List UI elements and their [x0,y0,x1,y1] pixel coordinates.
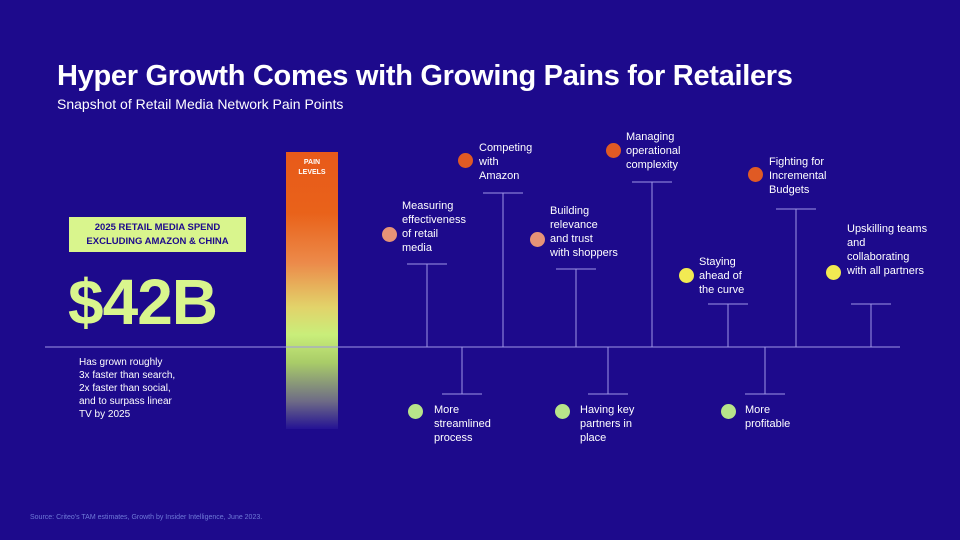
pain-point-relevance: Building relevance and trust with shoppe… [550,204,618,260]
slide-title: Hyper Growth Comes with Growing Pains fo… [57,60,793,92]
pain-dot-amazon [458,153,473,168]
pain-point-line: Amazon [479,170,520,182]
pain-levels-label: PAIN LEVELS [286,158,338,178]
pain-point-amazon: Competing with Amazon [479,141,532,183]
growth-note-line: 2x faster than social, [79,383,171,394]
pain-point-line: with all partners [847,265,925,277]
pain-levels-label-line1: PAIN [303,159,321,166]
pain-point-upskilling: Upskilling teams and collaborating with … [847,222,927,278]
pain-dot-upskilling [826,265,841,280]
growth-note-line: Has grown roughly [79,357,163,368]
pain-point-line: relevance [550,219,598,231]
spend-value: $42B [68,266,218,338]
gain-point-partners: Having key partners in place [580,403,634,445]
pain-point-line: media [402,242,432,254]
pain-point-line: and [847,237,866,249]
pain-point-budgets: Fighting for Incremental Budgets [769,155,826,197]
pain-dot-complexity [606,143,621,158]
slide-subtitle: Snapshot of Retail Media Network Pain Po… [57,96,344,112]
spend-label-box: 2025 RETAIL MEDIA SPEND EXCLUDING AMAZON… [69,217,246,252]
gain-point-profitable: More profitable [745,403,790,431]
spend-label-line1: 2025 RETAIL MEDIA SPEND [94,221,221,233]
growth-note: Has grown roughly 3x faster than search,… [79,356,219,421]
pain-dot-budgets [748,167,763,182]
pain-point-line: Budgets [769,184,810,196]
pain-point-line: the curve [699,284,745,296]
pain-point-line: with shoppers [550,247,618,259]
pain-level-gradient-bar [286,152,338,429]
pain-point-line: Fighting for [769,156,825,168]
gain-point-line: place [580,432,607,444]
pain-point-line: Competing [479,142,533,154]
gain-dot-streamlined [408,404,423,419]
pain-point-complexity: Managing operational complexity [626,130,680,172]
growth-note-line: and to surpass linear [79,396,172,407]
gain-point-line: profitable [745,418,791,430]
pain-point-line: Measuring [402,200,454,212]
pain-point-line: of retail [402,228,439,240]
gain-dot-partners [555,404,570,419]
spend-label-line2: EXCLUDING AMAZON & CHINA [86,235,229,247]
pain-point-line: complexity [626,159,678,171]
pain-dot-curve [679,268,694,283]
pain-point-line: Incremental [769,170,827,182]
gain-dot-profitable [721,404,736,419]
pain-point-line: collaborating [847,251,910,263]
gain-point-line: More [745,404,771,416]
pain-point-line: Building [550,205,590,217]
source-footnote: Source: Criteo's TAM estimates, Growth b… [30,514,263,521]
pain-point-line: effectiveness [402,214,467,226]
pain-point-line: with [479,156,499,168]
pain-point-line: ahead of [699,270,742,282]
gain-point-streamlined: More streamlined process [434,403,491,445]
pain-point-measuring: Measuring effectiveness of retail media [402,199,466,255]
pain-dot-relevance [530,232,545,247]
gain-point-line: partners in [580,418,632,430]
gain-point-line: streamlined [434,418,491,430]
pain-point-line: Managing [626,131,675,143]
pain-levels-label-line2: LEVELS [298,169,326,176]
pain-point-curve: Staying ahead of the curve [699,255,744,297]
growth-note-line: TV by 2025 [79,409,131,420]
gain-point-line: Having key [580,404,635,416]
gain-point-line: process [434,432,473,444]
growth-note-line: 3x faster than search, [79,370,176,381]
pain-point-line: and trust [550,233,593,245]
pain-point-line: operational [626,145,681,157]
pain-point-line: Staying [699,256,736,268]
pain-dot-measuring [382,227,397,242]
pain-point-line: Upskilling teams [847,223,928,235]
gain-point-line: More [434,404,460,416]
